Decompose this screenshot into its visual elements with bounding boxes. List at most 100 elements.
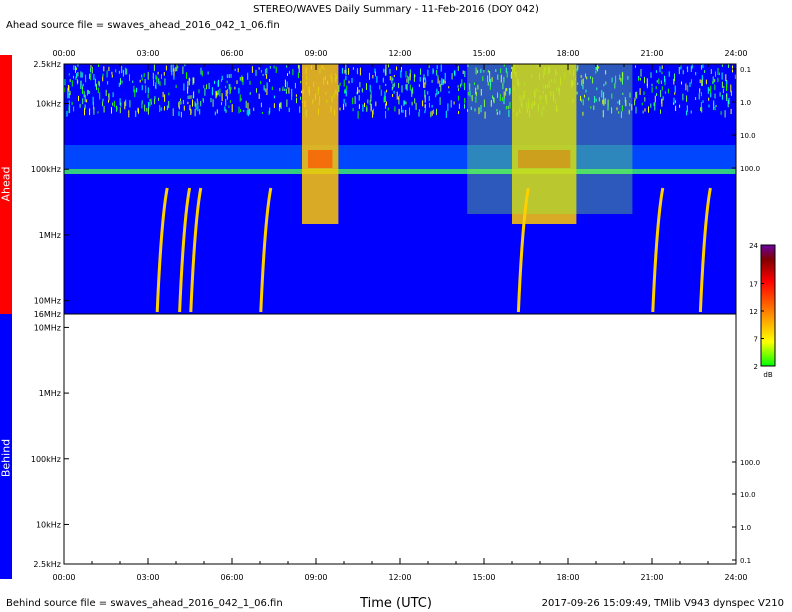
noise-mark xyxy=(402,109,404,113)
noise-mark xyxy=(69,90,71,96)
noise-mark xyxy=(124,67,126,75)
noise-mark xyxy=(201,70,203,77)
noise-mark xyxy=(192,99,193,107)
noise-mark xyxy=(96,83,97,90)
noise-mark xyxy=(77,72,79,77)
noise-mark xyxy=(602,110,604,118)
noise-mark xyxy=(603,92,605,100)
noise-mark xyxy=(69,105,71,113)
noise-mark xyxy=(625,99,627,106)
noise-mark xyxy=(172,64,174,72)
noise-mark xyxy=(216,92,218,96)
noise-mark xyxy=(453,101,455,105)
noise-mark xyxy=(467,109,468,112)
noise-mark xyxy=(136,87,137,93)
noise-mark xyxy=(264,88,266,93)
noise-mark xyxy=(619,74,621,80)
noise-mark xyxy=(497,74,499,80)
noise-mark xyxy=(258,93,260,99)
noise-mark xyxy=(158,78,160,85)
noise-mark xyxy=(107,81,109,85)
noise-mark xyxy=(700,102,702,108)
noise-mark xyxy=(595,98,597,102)
noise-mark xyxy=(343,79,345,87)
noise-mark xyxy=(180,101,182,105)
noise-mark xyxy=(247,72,249,80)
noise-mark xyxy=(228,83,230,90)
noise-mark xyxy=(721,81,723,88)
noise-mark xyxy=(288,107,290,112)
noise-mark xyxy=(118,82,120,87)
noise-mark xyxy=(105,89,107,96)
noise-mark xyxy=(346,85,348,90)
noise-mark xyxy=(359,67,361,76)
noise-mark xyxy=(420,68,421,75)
noise-mark xyxy=(686,95,688,102)
noise-mark xyxy=(398,83,400,89)
noise-mark xyxy=(344,88,346,94)
behind-right-tick-label: 100.0 xyxy=(740,459,760,467)
noise-mark xyxy=(480,105,482,113)
noise-mark xyxy=(444,80,446,84)
noise-mark xyxy=(464,70,466,77)
colorbar xyxy=(760,244,776,367)
noise-mark xyxy=(384,91,386,98)
noise-mark xyxy=(354,96,356,104)
noise-mark xyxy=(255,69,257,76)
noise-mark xyxy=(621,105,623,112)
behind-side-bar xyxy=(0,314,12,579)
noise-mark xyxy=(266,88,268,95)
noise-mark xyxy=(146,107,148,112)
noise-mark xyxy=(118,70,120,74)
noise-mark xyxy=(475,96,477,103)
noise-mark xyxy=(593,105,595,110)
noise-mark xyxy=(77,64,79,67)
noise-mark xyxy=(601,90,603,98)
noise-mark xyxy=(658,78,660,84)
noise-mark xyxy=(376,76,378,83)
noise-mark xyxy=(129,100,131,108)
noise-mark xyxy=(71,101,73,105)
noise-mark xyxy=(385,64,387,70)
noise-mark xyxy=(359,82,361,88)
noise-mark xyxy=(266,82,268,90)
behind-y-tick-label: 2.5kHz xyxy=(33,560,61,569)
noise-mark xyxy=(487,70,489,73)
noise-mark xyxy=(424,110,426,114)
behind-right-tick-label: 10.0 xyxy=(740,491,756,499)
noise-mark xyxy=(401,67,402,70)
noise-mark xyxy=(102,76,104,82)
noise-mark xyxy=(701,78,703,86)
noise-mark xyxy=(700,92,702,97)
noise-mark xyxy=(391,87,393,91)
noise-mark xyxy=(68,85,70,92)
x-tick-label-bottom: 18:00 xyxy=(556,573,579,582)
active-interval xyxy=(302,64,339,224)
noise-mark xyxy=(191,95,193,99)
noise-mark xyxy=(447,103,449,111)
noise-mark xyxy=(405,109,407,118)
noise-mark xyxy=(197,105,199,112)
noise-mark xyxy=(203,98,204,103)
ahead-right-tick-label: 10.0 xyxy=(740,132,756,140)
noise-mark xyxy=(89,108,91,116)
noise-mark xyxy=(409,84,411,91)
noise-mark xyxy=(708,97,710,101)
noise-mark xyxy=(619,99,621,105)
noise-mark xyxy=(262,73,264,76)
noise-mark xyxy=(581,79,583,86)
noise-mark xyxy=(422,100,424,107)
noise-mark xyxy=(251,66,253,73)
noise-mark xyxy=(175,84,177,89)
noise-mark xyxy=(380,89,382,96)
noise-mark xyxy=(654,102,656,111)
noise-mark xyxy=(458,95,460,101)
noise-mark xyxy=(279,103,280,108)
noise-mark xyxy=(393,82,395,87)
noise-mark xyxy=(495,69,497,72)
noise-mark xyxy=(241,76,243,81)
noise-mark xyxy=(508,110,510,117)
ahead-y-tick-label: 10MHz xyxy=(34,297,61,306)
noise-mark xyxy=(163,72,165,76)
